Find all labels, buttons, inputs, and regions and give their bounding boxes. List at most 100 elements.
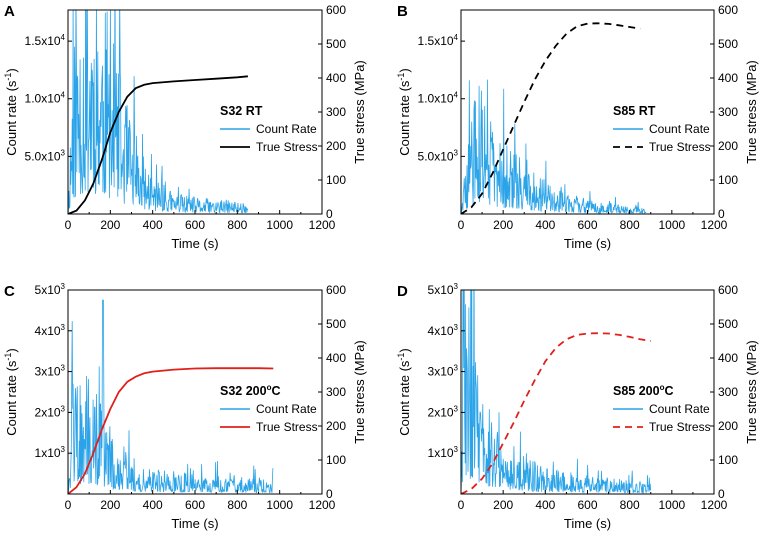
left-axis-title: Count rate (s-1) xyxy=(396,348,412,436)
legend-title: S32 RT xyxy=(220,104,263,118)
left-tick-label: 1x103 xyxy=(428,445,459,460)
left-tick-label: 5x103 xyxy=(35,282,66,297)
left-tick-label: 1.5x104 xyxy=(418,33,459,48)
left-tick-label: 3x103 xyxy=(35,364,66,379)
x-tick-label: 0 xyxy=(65,218,72,232)
true-stress-line xyxy=(461,22,641,214)
right-tick-label: 100 xyxy=(326,173,346,187)
x-axis-title: Time (s) xyxy=(171,236,218,251)
x-tick-label: 600 xyxy=(185,218,205,232)
legend-count-label: Count Rate xyxy=(649,402,710,416)
x-axis-title: Time (s) xyxy=(564,516,611,531)
x-tick-label: 200 xyxy=(493,218,513,232)
true-stress-line xyxy=(68,75,248,214)
x-tick-label: 200 xyxy=(100,218,120,232)
x-tick-label: 400 xyxy=(143,218,163,232)
x-tick-label: 0 xyxy=(458,498,465,512)
right-tick-label: 600 xyxy=(718,283,738,297)
right-tick-label: 600 xyxy=(718,3,738,17)
x-tick-label: 200 xyxy=(100,498,120,512)
left-axis-title: Count rate (s-1) xyxy=(396,68,412,156)
right-tick-label: 300 xyxy=(326,105,346,119)
panel-label: C xyxy=(4,283,15,300)
x-tick-label: 0 xyxy=(65,498,72,512)
left-tick-label: 5x103 xyxy=(428,282,459,297)
left-tick-label: 2x103 xyxy=(428,404,459,419)
x-tick-label: 600 xyxy=(577,498,597,512)
right-tick-label: 0 xyxy=(326,207,333,221)
right-tick-label: 200 xyxy=(718,419,738,433)
left-tick-label: 1.0x104 xyxy=(25,91,66,106)
right-tick-label: 500 xyxy=(326,317,346,331)
left-tick-label: 5.0x103 xyxy=(418,148,459,163)
left-axis-title: Count rate (s-1) xyxy=(3,348,19,436)
right-tick-label: 0 xyxy=(718,207,725,221)
count-rate-line xyxy=(68,10,249,214)
right-tick-label: 400 xyxy=(326,351,346,365)
left-tick-label: 2x103 xyxy=(35,404,66,419)
right-tick-label: 100 xyxy=(718,453,738,467)
x-tick-label: 1000 xyxy=(266,218,293,232)
x-tick-label: 800 xyxy=(620,498,640,512)
right-tick-label: 500 xyxy=(718,317,738,331)
x-tick-label: 0 xyxy=(458,218,465,232)
right-tick-label: 100 xyxy=(718,173,738,187)
left-tick-label: 1.5x104 xyxy=(25,33,66,48)
legend-stress-label: True Stress xyxy=(256,420,318,434)
right-axis-title: True stress (MPa) xyxy=(352,340,367,444)
panel-label: A xyxy=(4,3,15,20)
x-tick-label: 200 xyxy=(493,498,513,512)
right-tick-label: 400 xyxy=(718,71,738,85)
right-tick-label: 300 xyxy=(718,105,738,119)
right-tick-label: 500 xyxy=(718,37,738,51)
right-axis-title: True stress (MPa) xyxy=(352,60,367,164)
count-rate-line xyxy=(461,290,652,494)
right-tick-label: 200 xyxy=(718,139,738,153)
legend-title: S85 RT xyxy=(613,104,656,118)
legend-stress-label: True Stress xyxy=(256,140,318,154)
left-axis-title: Count rate (s-1) xyxy=(3,68,19,156)
x-tick-label: 400 xyxy=(535,498,555,512)
panel-C: 0 200 400 600 800 1000 1200 Time (s) 1x103 2x103 3… xyxy=(3,282,367,531)
x-tick-label: 400 xyxy=(535,218,555,232)
right-tick-label: 200 xyxy=(326,139,346,153)
left-tick-label: 5.0x103 xyxy=(25,148,66,163)
right-tick-label: 400 xyxy=(326,71,346,85)
count-rate-line xyxy=(68,299,274,494)
right-tick-label: 600 xyxy=(326,283,346,297)
left-tick-label: 1x103 xyxy=(35,445,66,460)
x-tick-label: 1200 xyxy=(309,498,336,512)
x-axis-title: Time (s) xyxy=(171,516,218,531)
right-tick-label: 300 xyxy=(718,385,738,399)
right-axis-title: True stress (MPa) xyxy=(744,340,759,444)
true-stress-line xyxy=(461,332,651,494)
right-tick-label: 400 xyxy=(718,351,738,365)
x-tick-label: 600 xyxy=(577,218,597,232)
legend-count-label: Count Rate xyxy=(256,402,317,416)
legend-stress-label: True Stress xyxy=(649,140,711,154)
x-axis-title: Time (s) xyxy=(564,236,611,251)
right-tick-label: 500 xyxy=(326,37,346,51)
right-tick-label: 200 xyxy=(326,419,346,433)
x-tick-label: 1000 xyxy=(266,498,293,512)
legend-count-label: Count Rate xyxy=(649,122,710,136)
legend-title: S32 200oC xyxy=(220,383,281,398)
legend-title: S85 200oC xyxy=(613,383,674,398)
x-tick-label: 1000 xyxy=(658,498,685,512)
x-tick-label: 800 xyxy=(227,218,247,232)
legend-count-label: Count Rate xyxy=(256,122,317,136)
x-tick-label: 1200 xyxy=(701,498,728,512)
right-tick-label: 0 xyxy=(718,487,725,501)
x-tick-label: 800 xyxy=(227,498,247,512)
right-tick-label: 0 xyxy=(326,487,333,501)
left-tick-label: 4x103 xyxy=(35,323,66,338)
left-tick-label: 3x103 xyxy=(428,364,459,379)
panel-label: D xyxy=(397,283,408,300)
right-tick-label: 600 xyxy=(326,3,346,17)
right-tick-label: 300 xyxy=(326,385,346,399)
right-axis-title: True stress (MPa) xyxy=(744,60,759,164)
count-rate-line xyxy=(461,79,647,214)
